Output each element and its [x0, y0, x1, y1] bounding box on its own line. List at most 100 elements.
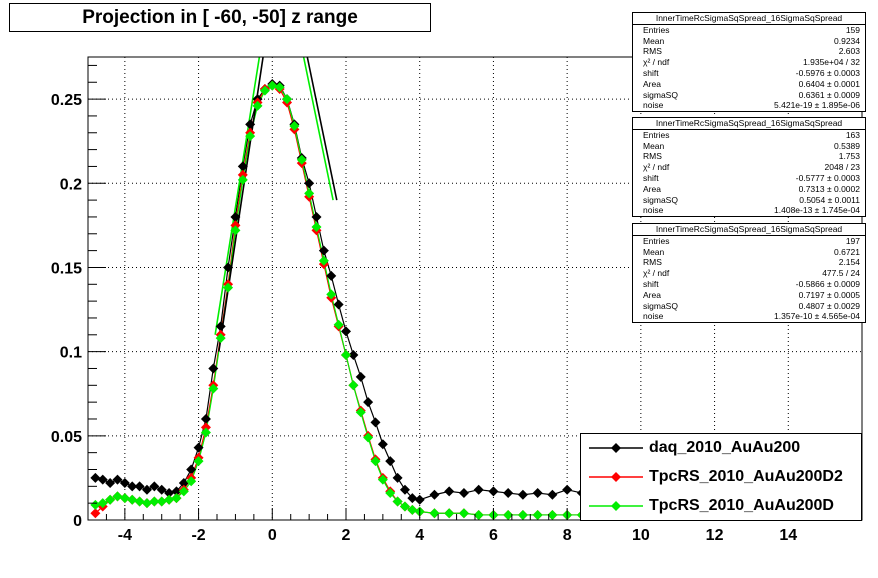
- data-point-2: [245, 131, 256, 142]
- data-point-1: [200, 422, 211, 433]
- stats-row: sigmaSQ 0.4807 ± 0.0029: [643, 300, 860, 311]
- data-point-2: [429, 508, 440, 519]
- legend-label-tpcrs-d: TpcRS_2010_AuAu200D: [649, 497, 834, 514]
- data-point-2: [355, 407, 366, 418]
- data-point-0: [134, 481, 145, 492]
- data-point-0: [200, 413, 211, 424]
- data-point-2: [304, 188, 315, 199]
- data-point-2: [289, 121, 300, 132]
- data-point-0: [97, 474, 108, 485]
- stats-row: Area 0.6404 ± 0.0001: [643, 78, 860, 89]
- data-point-0: [215, 321, 226, 332]
- fit-line: [214, 56, 261, 335]
- x-tick-label: -2: [191, 527, 205, 544]
- legend: daq_2010_AuAu200 TpcRS_2010_AuAu200D2 Tp…: [580, 433, 862, 521]
- y-tick-label: 0.2: [60, 176, 82, 193]
- data-point-2: [178, 486, 189, 497]
- data-point-0: [311, 211, 322, 222]
- data-point-0: [517, 489, 528, 500]
- data-point-0: [414, 494, 425, 505]
- data-point-2: [370, 456, 381, 467]
- data-point-2: [377, 474, 388, 485]
- stats-row: χ² / ndf 2048 / 23: [643, 162, 860, 173]
- x-tick-label: 12: [706, 527, 724, 544]
- data-point-2: [399, 501, 410, 512]
- stats-row: χ² / ndf 477.5 / 24: [643, 268, 860, 279]
- stats-title: InnerTimeRcSigmaSqSpread_16SigmaSqSpread: [633, 118, 865, 130]
- data-point-0: [488, 486, 499, 497]
- stats-row: sigmaSQ 0.5054 ± 0.0011: [643, 194, 860, 205]
- data-point-2: [274, 82, 285, 93]
- stats-row: RMS 1.753: [643, 151, 860, 162]
- data-point-0: [141, 484, 152, 495]
- data-point-2: [171, 493, 182, 504]
- x-tick-label: 10: [632, 527, 650, 544]
- data-point-2: [252, 100, 263, 111]
- x-tick-label: 14: [779, 527, 797, 544]
- data-point-1: [90, 508, 101, 519]
- data-point-0: [473, 484, 484, 495]
- data-point-0: [444, 486, 455, 497]
- data-point-0: [348, 350, 359, 361]
- data-point-0: [326, 270, 337, 281]
- chart-title: Projection in [ -60, -50] z range: [82, 7, 358, 28]
- legend-entry-tpcrs-d: TpcRS_2010_AuAu200D: [581, 492, 861, 521]
- stats-row: shift -0.5777 ± 0.0003: [643, 172, 860, 183]
- x-tick-label: 4: [415, 527, 424, 544]
- stats-row: Entries 159: [643, 24, 860, 35]
- stats-row: χ² / ndf 1.935e+04 / 32: [643, 57, 860, 68]
- data-point-0: [532, 488, 543, 499]
- data-point-2: [134, 496, 145, 507]
- legend-label-daq: daq_2010_AuAu200: [649, 439, 801, 456]
- data-point-2: [97, 498, 108, 509]
- data-point-2: [326, 289, 337, 300]
- data-point-2: [223, 282, 234, 293]
- chart-title-box: Projection in [ -60, -50] z range: [9, 3, 431, 32]
- data-point-2: [112, 491, 123, 502]
- data-point-0: [208, 363, 219, 374]
- fit-line: [306, 56, 338, 201]
- data-point-0: [429, 489, 440, 500]
- stats-box-1: InnerTimeRcSigmaSqSpread_16SigmaSqSpread…: [632, 12, 866, 113]
- data-point-2: [259, 85, 270, 96]
- data-point-0: [377, 439, 388, 450]
- x-tick-label: 8: [563, 527, 572, 544]
- data-point-2: [156, 496, 167, 507]
- data-point-0: [105, 477, 116, 488]
- stats-row: noise 1.408e-13 ± 1.745e-04: [643, 205, 860, 216]
- stats-row: Entries 163: [643, 129, 860, 140]
- stats-row: RMS 2.603: [643, 46, 860, 57]
- data-point-2: [407, 504, 418, 515]
- stats-box-3: InnerTimeRcSigmaSqSpread_16SigmaSqSpread…: [632, 223, 866, 324]
- data-point-0: [186, 464, 197, 475]
- data-point-0: [547, 489, 558, 500]
- legend-marker-daq: [589, 443, 643, 453]
- data-point-2: [363, 432, 374, 443]
- data-point-2: [473, 509, 484, 520]
- y-tick-label: 0.05: [51, 429, 82, 446]
- stats-box-2: InnerTimeRcSigmaSqSpread_16SigmaSqSpread…: [632, 117, 866, 218]
- data-point-2: [311, 222, 322, 233]
- data-point-0: [355, 371, 366, 382]
- data-point-2: [208, 383, 219, 394]
- stats-title: InnerTimeRcSigmaSqSpread_16SigmaSqSpread: [633, 224, 865, 236]
- data-point-2: [237, 174, 248, 185]
- data-point-0: [503, 488, 514, 499]
- data-point-0: [458, 488, 469, 499]
- data-point-0: [127, 481, 138, 492]
- data-point-0: [407, 493, 418, 504]
- x-tick-label: -4: [118, 527, 132, 544]
- data-markers: [90, 78, 632, 520]
- stats-row: Mean 0.5389: [643, 140, 860, 151]
- data-point-2: [149, 496, 160, 507]
- data-point-0: [399, 484, 410, 495]
- data-point-0: [164, 488, 175, 499]
- data-point-2: [200, 427, 211, 438]
- y-tick-label: 0: [73, 513, 82, 530]
- stats-row: noise 5.421e-19 ± 1.895e-06: [643, 100, 860, 111]
- stats-row: Mean 0.6721: [643, 246, 860, 257]
- data-point-2: [90, 499, 101, 510]
- data-point-2: [348, 380, 359, 391]
- stats-row: Area 0.7197 ± 0.0005: [643, 289, 860, 300]
